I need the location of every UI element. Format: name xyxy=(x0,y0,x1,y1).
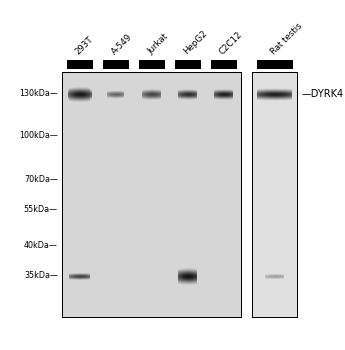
Text: —DYRK4: —DYRK4 xyxy=(302,89,344,99)
Text: 293T: 293T xyxy=(73,34,95,56)
Text: 100kDa—: 100kDa— xyxy=(19,131,58,140)
Text: 130kDa—: 130kDa— xyxy=(19,90,58,98)
Text: 70kDa—: 70kDa— xyxy=(24,175,58,184)
Text: 55kDa—: 55kDa— xyxy=(24,204,58,214)
Text: A-549: A-549 xyxy=(110,32,134,56)
Text: Rat testis: Rat testis xyxy=(269,21,304,56)
Text: C2C12: C2C12 xyxy=(218,29,244,56)
Text: Jurkat: Jurkat xyxy=(146,32,170,56)
Text: 40kDa—: 40kDa— xyxy=(24,241,58,251)
Text: 35kDa—: 35kDa— xyxy=(24,272,58,280)
Text: HepG2: HepG2 xyxy=(181,29,209,56)
